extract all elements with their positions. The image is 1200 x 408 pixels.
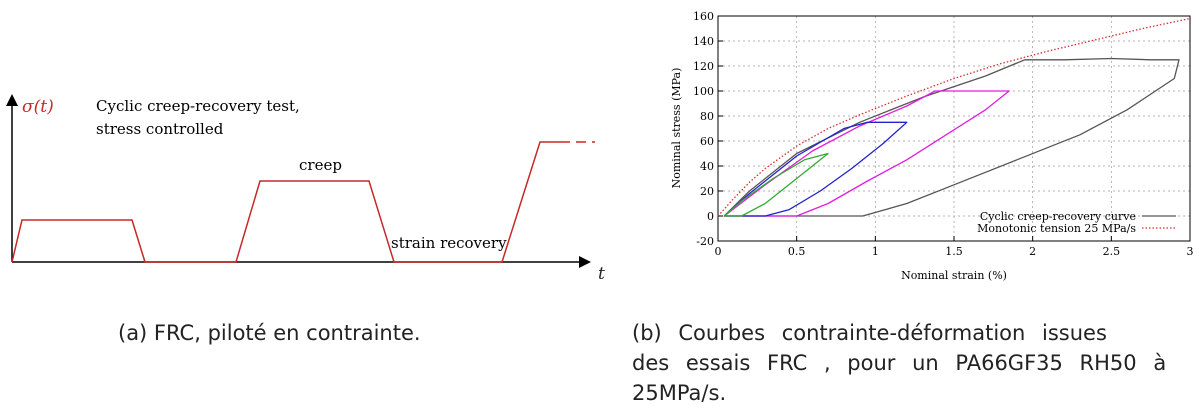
y-tick-label: 20 (700, 185, 714, 198)
x-tick-label: 2.5 (1103, 245, 1121, 258)
schematic-title-line-1: Cyclic creep-recovery test, (96, 97, 300, 115)
series-line-5 (723, 152, 829, 217)
y-axis-label: Nominal stress (MPa) (670, 68, 683, 189)
y-tick-label: 40 (700, 160, 714, 173)
series-line-4 (723, 121, 908, 217)
stress-signal (11, 141, 560, 263)
y-tick-label: 100 (693, 85, 714, 98)
x-tick-label: 1 (872, 245, 879, 258)
y-tick-label: 60 (700, 135, 714, 148)
series-line-1 (717, 17, 1191, 217)
caption-b-line-2: des essais FRC , pour un PA66GF35 RH50 à (632, 351, 1167, 375)
series-line-2 (723, 57, 1180, 217)
y-tick-label: 120 (693, 60, 714, 73)
x-axis-symbol: t (598, 264, 605, 284)
y-tick-label: 80 (700, 110, 714, 123)
x-axis-label: Nominal strain (%) (901, 269, 1007, 282)
x-tick-label: 1.5 (945, 245, 963, 258)
y-axis-symbol: σ(t) (22, 97, 54, 117)
y-tick-label: 0 (707, 210, 714, 223)
chart-grid (717, 15, 1191, 242)
caption-panel-a: (a) FRC, piloté en contrainte. (118, 321, 421, 345)
creep-label: creep (299, 156, 342, 174)
y-tick-label: 140 (693, 35, 714, 48)
x-tick-label: 0.5 (788, 245, 806, 258)
caption-panel-b: (b) Courbes contrainte-déformation issue… (632, 318, 1200, 408)
x-tick-label: 3 (1187, 245, 1194, 258)
panel-a-schematic: σ(t) t Cyclic creep-recovery test, stres… (6, 94, 605, 284)
legend-label: Monotonic tension 25 MPa/s (977, 222, 1136, 235)
x-tick-label: 2 (1029, 245, 1036, 258)
y-tick-label: 160 (693, 10, 714, 23)
caption-b-line-3: 25MPa/s. (632, 381, 727, 405)
x-tick-label: 0 (715, 245, 722, 258)
caption-b-line-1: (b) Courbes contrainte-déformation issue… (632, 321, 1107, 345)
series-line-3 (723, 90, 1010, 217)
chart-series (717, 17, 1191, 217)
legend-label: Cyclic creep-recovery curve (980, 210, 1136, 223)
schematic-title-line-2: stress controlled (96, 120, 224, 138)
strain-recovery-label: strain recovery (391, 234, 507, 252)
y-tick-label: -20 (696, 235, 714, 248)
